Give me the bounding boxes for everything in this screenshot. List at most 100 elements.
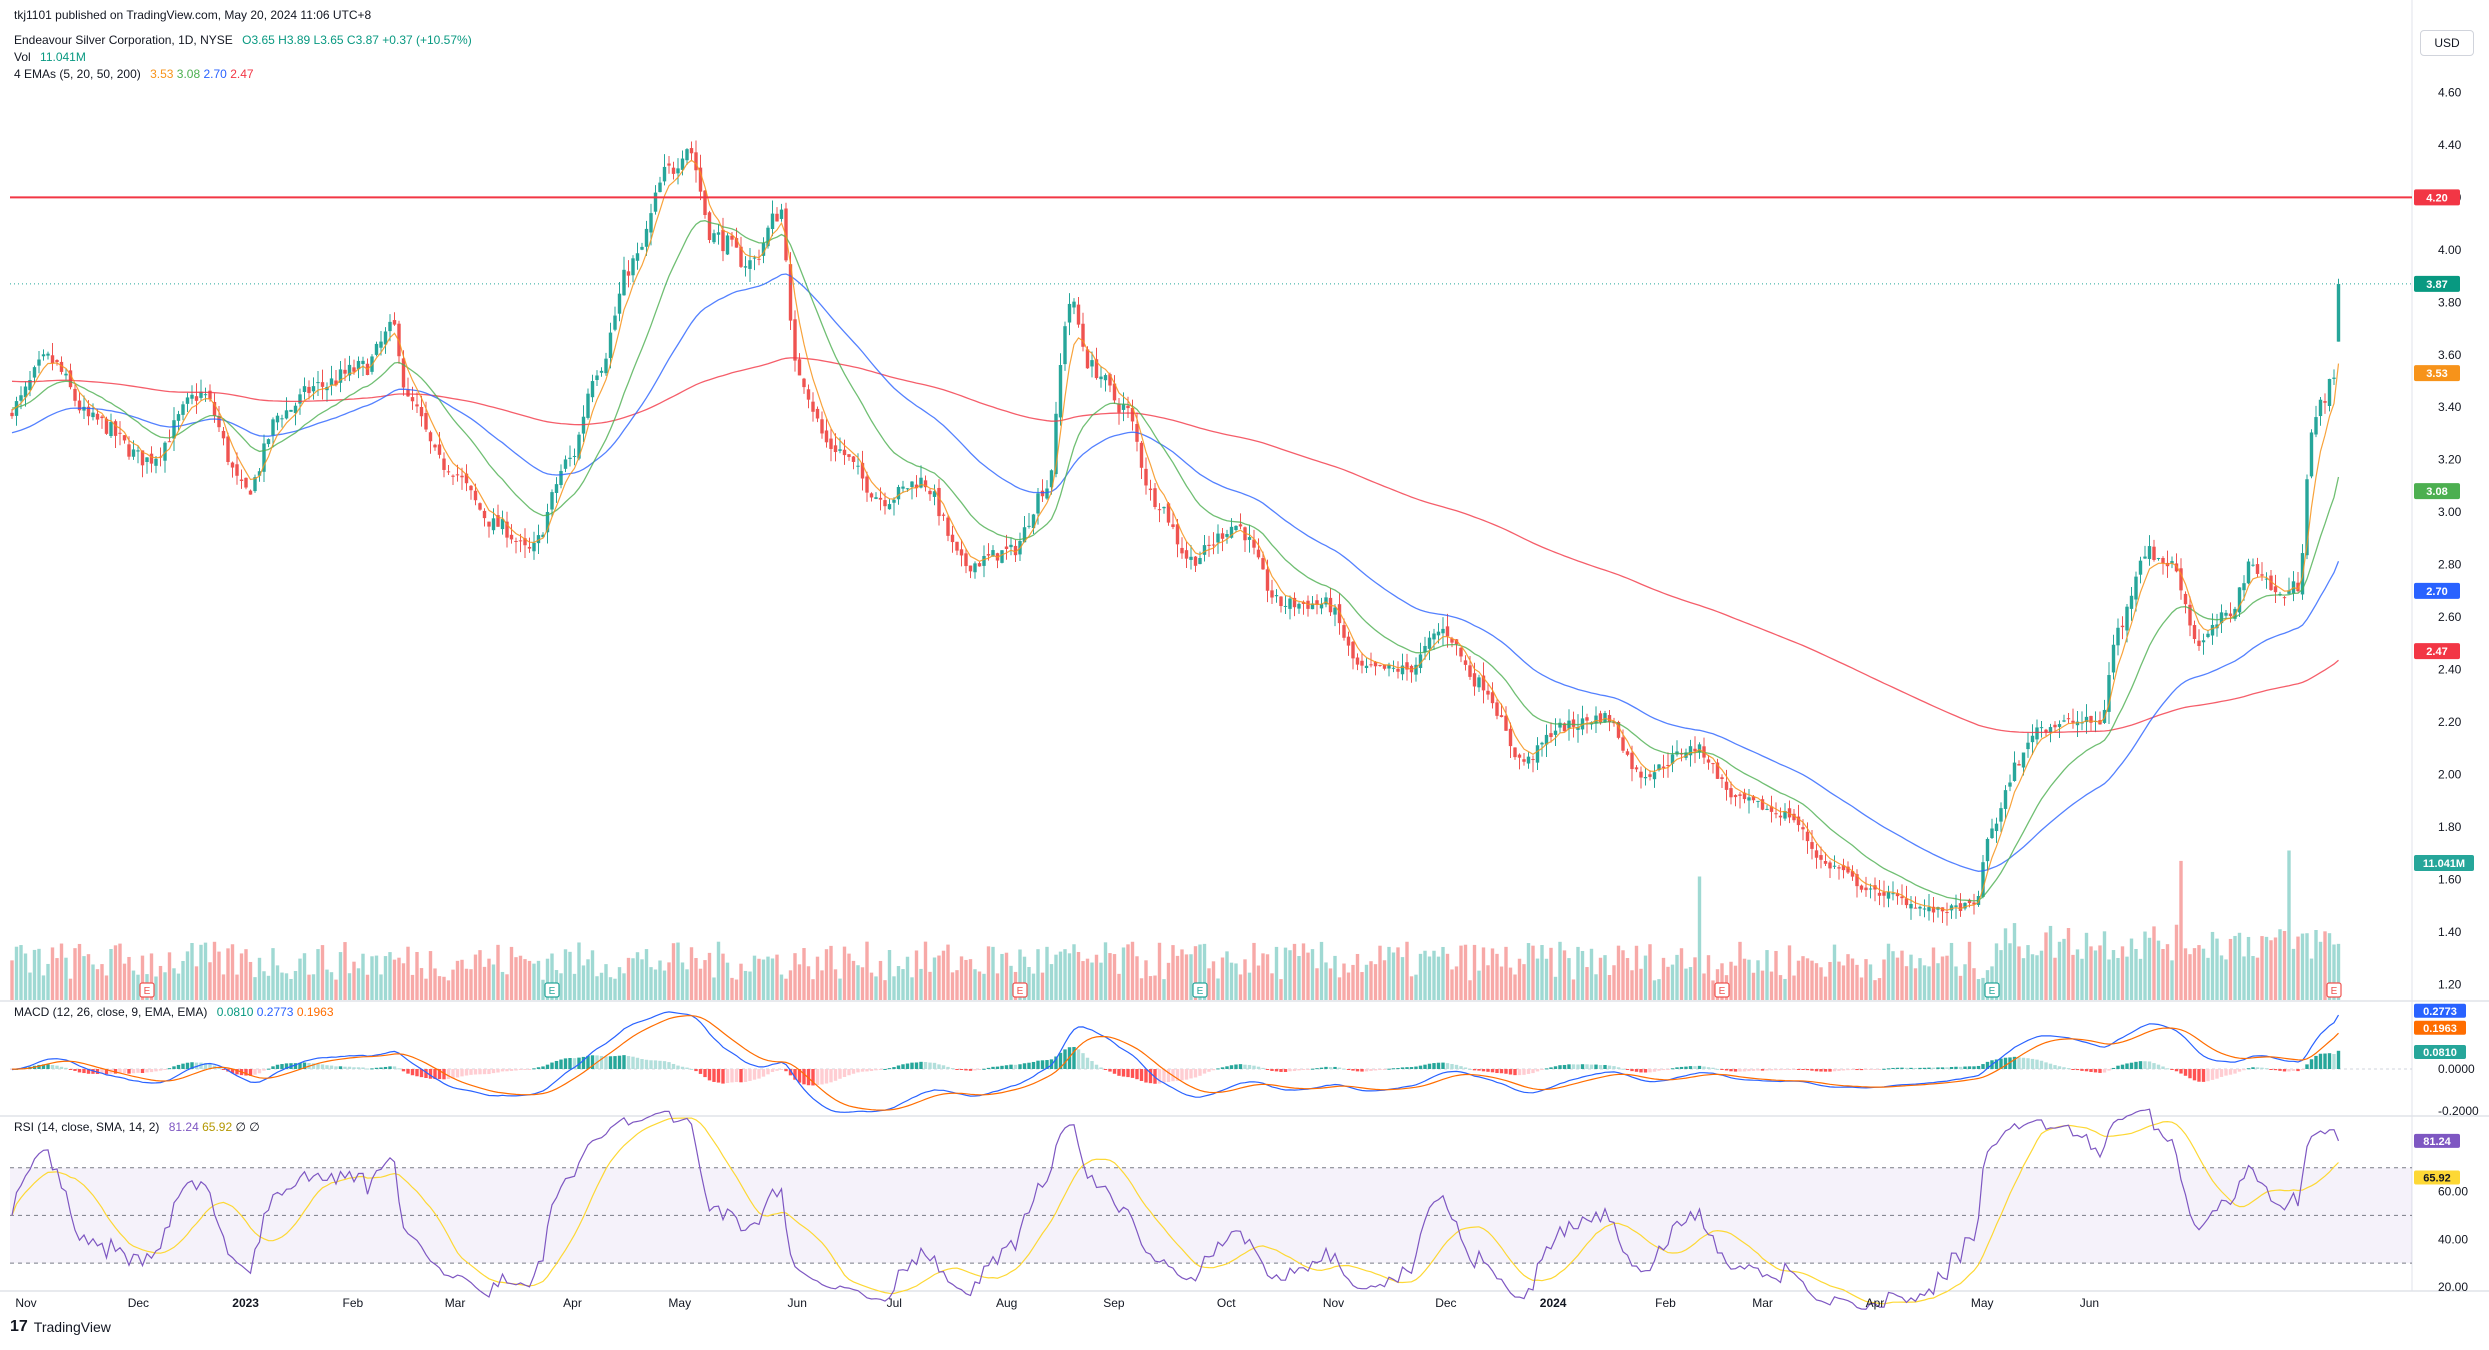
- macd-histogram-bar: [1904, 1067, 1909, 1069]
- volume-bar: [1157, 942, 1162, 1000]
- rsi-legend: RSI (14, close, SMA, 14, 2) 81.24 65.92 …: [14, 1120, 260, 1134]
- candle-body: [1054, 413, 1058, 475]
- volume-bar: [73, 948, 77, 1000]
- macd-histogram-bar: [442, 1069, 446, 1080]
- candle-body: [806, 389, 811, 400]
- macd-histogram-bar: [676, 1065, 680, 1069]
- candle-body: [311, 386, 316, 392]
- volume-bar: [2161, 949, 2165, 1000]
- candle-body: [725, 235, 730, 255]
- candle-body: [2323, 401, 2327, 403]
- volume-bar: [716, 941, 721, 1000]
- volume-bar: [2008, 943, 2012, 1000]
- macd-histogram-bar: [1679, 1066, 1684, 1069]
- macd-histogram-bar: [1022, 1063, 1027, 1069]
- macd-histogram-bar: [2210, 1069, 2215, 1080]
- macd-histogram-bar: [1801, 1069, 1805, 1070]
- candle-body: [1949, 905, 1954, 911]
- candle-body: [2026, 742, 2030, 750]
- macd-histogram-bar: [748, 1069, 752, 1081]
- volume-bar: [820, 970, 824, 1000]
- macd-histogram-bar: [815, 1069, 820, 1085]
- volume-bar: [977, 971, 982, 1000]
- candle-body: [14, 401, 19, 416]
- volume-bar: [604, 964, 608, 1000]
- candle-body: [1148, 488, 1153, 491]
- candle-body: [2012, 762, 2017, 781]
- volume-bar: [1531, 945, 1535, 1000]
- candle-body: [1090, 360, 1094, 367]
- candle-body: [2116, 627, 2120, 646]
- candle-body: [199, 391, 203, 398]
- candle-body: [1981, 862, 1985, 897]
- volume-bar: [1243, 959, 1247, 1000]
- ema20-label: 3.08: [2426, 486, 2447, 498]
- volume-bar: [1351, 964, 1355, 1000]
- candle-body: [1738, 794, 1742, 796]
- candle-body: [266, 439, 271, 445]
- macd-histogram-bar: [37, 1064, 41, 1069]
- candle-body: [1450, 638, 1454, 643]
- volume-bar: [275, 965, 280, 1000]
- macd-histogram-bar: [1378, 1069, 1382, 1070]
- candle-body: [316, 382, 320, 384]
- candle-body: [622, 269, 626, 296]
- volume-bar: [2030, 954, 2035, 1000]
- volume-bar: [257, 957, 262, 1000]
- candle-body: [653, 192, 658, 212]
- volume-bar: [937, 955, 941, 1000]
- candle-body: [455, 474, 460, 476]
- volume-bar: [374, 955, 379, 1000]
- macd-line-value: 0.2773: [256, 1005, 294, 1019]
- volume-bar: [2089, 946, 2093, 1000]
- macd-histogram-bar: [1126, 1069, 1130, 1078]
- volume-bar: [127, 956, 131, 1000]
- macd-histogram-bar: [1297, 1069, 1301, 1071]
- rsi-value: 81.24: [168, 1120, 199, 1134]
- candle-body: [991, 550, 995, 557]
- volume-bar: [968, 959, 973, 1000]
- macd-histogram-bar: [140, 1069, 145, 1073]
- candle-body: [550, 492, 554, 510]
- volume-bar: [1193, 946, 1198, 1000]
- macd-histogram-bar: [1490, 1069, 1495, 1073]
- candle-body: [1238, 524, 1243, 527]
- candle-body: [1256, 549, 1261, 558]
- volume-bar: [793, 953, 797, 1000]
- macd-histogram-bar: [1135, 1069, 1139, 1080]
- macd-histogram-bar: [667, 1062, 671, 1069]
- volume-bar: [230, 944, 235, 1000]
- volume-bar: [388, 952, 392, 1000]
- candle-body: [1724, 781, 1729, 790]
- volume-bar: [2197, 945, 2201, 1000]
- volume-bar: [1693, 957, 1697, 1000]
- price-tick-label: 3.60: [2438, 348, 2462, 362]
- candle-body: [149, 453, 154, 464]
- volume-bar: [46, 963, 50, 1000]
- volume-bar: [1792, 975, 1796, 1000]
- volume-bar: [1436, 956, 1441, 1000]
- volume-bar: [905, 956, 910, 1000]
- candle-body: [1792, 813, 1796, 821]
- macd-histogram-bar: [2305, 1064, 2309, 1069]
- macd-histogram-bar: [82, 1069, 86, 1074]
- macd-line: [11, 1011, 2340, 1113]
- candle-body: [662, 166, 667, 182]
- macd-histogram-bar: [1864, 1069, 1868, 1070]
- candle-body: [761, 243, 766, 256]
- currency-button[interactable]: USD: [2420, 30, 2474, 56]
- volume-bar: [1018, 949, 1022, 1000]
- macd-histogram-bar: [316, 1063, 320, 1069]
- volume-bar: [1459, 945, 1463, 1000]
- candle-body: [127, 444, 131, 457]
- macd-histogram-bar: [1004, 1065, 1009, 1069]
- volume-bar: [2183, 948, 2188, 1000]
- candle-body: [2057, 724, 2062, 727]
- candle-body: [914, 484, 919, 489]
- candle-body: [262, 443, 266, 472]
- macd-histogram-bar: [1994, 1059, 1999, 1069]
- footer-brand[interactable]: 17 TradingView: [10, 1318, 111, 1336]
- macd-histogram-bar: [1319, 1067, 1324, 1069]
- volume-bar: [1265, 954, 1270, 1000]
